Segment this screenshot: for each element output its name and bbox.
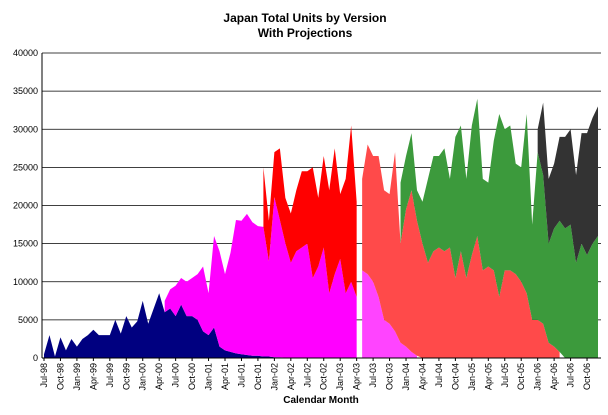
x-tick-label: Jul-02: [302, 363, 312, 388]
x-tick-label: Jul-04: [434, 363, 444, 388]
x-tick-label: Oct-00: [187, 363, 197, 390]
x-tick-label: Jul-03: [368, 363, 378, 388]
y-tick-label: 25000: [13, 162, 38, 172]
x-tick-label: Jan-99: [72, 363, 82, 391]
x-tick-label: Oct-98: [55, 363, 65, 390]
x-tick-label: Oct-99: [121, 363, 131, 390]
x-tick-label: Jul-06: [566, 363, 576, 388]
x-tick-label: Jan-03: [335, 363, 345, 391]
area: [400, 98, 598, 358]
area: [263, 125, 357, 297]
x-tick-label: Jan-00: [138, 363, 148, 391]
area: [44, 293, 286, 358]
x-tick-label: Apr-02: [286, 363, 296, 390]
y-tick-label: 15000: [13, 239, 38, 249]
x-tick-label: Jul-01: [236, 363, 246, 388]
x-axis-title: Calendar Month: [283, 395, 359, 406]
area: [362, 270, 417, 358]
x-tick-label: Apr-00: [154, 363, 164, 390]
y-tick-label: 35000: [13, 86, 38, 96]
x-tick-label: Jan-04: [401, 363, 411, 391]
x-tick-label: Oct-02: [319, 363, 329, 390]
x-tick-label: Oct-03: [385, 363, 395, 390]
y-tick-label: 40000: [13, 48, 38, 58]
x-tick-label: Jul-00: [171, 363, 181, 388]
x-tick-label: Jan-05: [467, 363, 477, 391]
x-tick-label: Apr-99: [88, 363, 98, 390]
y-tick-label: 30000: [13, 124, 38, 134]
x-tick-label: Jul-05: [500, 363, 510, 388]
x-tick-label: Jan-02: [269, 363, 279, 391]
y-tick-label: 20000: [13, 201, 38, 211]
y-tick-label: 10000: [13, 277, 38, 287]
x-tick-label: Oct-04: [450, 363, 460, 390]
x-tick-label: Apr-06: [549, 363, 559, 390]
x-tick-label: Oct-06: [582, 363, 592, 390]
chart-title: Japan Total Units by Version: [223, 11, 386, 25]
x-tick-label: Apr-01: [220, 363, 230, 390]
y-tick-label: 0: [33, 353, 38, 363]
x-tick-label: Oct-01: [253, 363, 263, 390]
area: [537, 102, 598, 263]
x-tick-label: Apr-05: [483, 363, 493, 390]
x-tick-label: Jul-98: [39, 363, 49, 388]
x-tick-label: Oct-05: [516, 363, 526, 390]
chart-subtitle: With Projections: [258, 26, 353, 40]
area: [164, 197, 357, 358]
x-tick-label: Apr-04: [417, 363, 427, 390]
x-tick-label: Jan-01: [204, 363, 214, 391]
y-tick-label: 5000: [18, 315, 38, 325]
x-tick-label: Jan-06: [533, 363, 543, 391]
x-tick-label: Jul-99: [105, 363, 115, 388]
x-tick-label: Apr-03: [352, 363, 362, 390]
